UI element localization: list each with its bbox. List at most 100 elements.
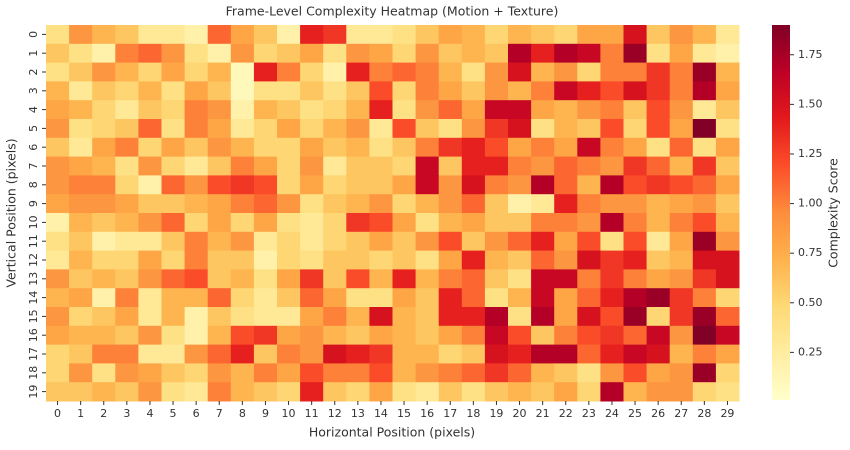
y-tick-label: 18 (27, 366, 40, 380)
heatmap-cell (207, 137, 232, 158)
heatmap-cell (438, 213, 463, 233)
y-tick-label: 4 (27, 106, 40, 113)
heatmap-cell (346, 307, 370, 327)
heatmap-cell (415, 25, 440, 45)
heatmap-cell (577, 250, 601, 270)
heatmap-cell (600, 269, 624, 289)
heatmap-cell (692, 156, 717, 176)
heatmap-cell (230, 344, 255, 364)
heatmap-cell (138, 382, 162, 402)
heatmap-cell (277, 363, 301, 383)
heatmap-cell (692, 269, 717, 289)
heatmap-cell (669, 43, 694, 64)
heatmap-cell (369, 382, 393, 402)
heatmap-cell (184, 100, 209, 120)
x-tick-label: 5 (170, 407, 177, 420)
x-tick-label: 22 (559, 407, 573, 420)
heatmap-cell (346, 288, 370, 308)
heatmap-cell (161, 307, 186, 327)
heatmap-cell (207, 25, 232, 45)
heatmap-cell (253, 119, 278, 139)
heatmap-cell (115, 269, 139, 289)
heatmap-cell (369, 81, 393, 101)
heatmap-cell (369, 156, 393, 176)
heatmap-cell (346, 156, 370, 176)
heatmap-cell (161, 231, 186, 252)
heatmap-cell (554, 269, 578, 289)
heatmap-cell (461, 213, 486, 233)
heatmap-cell (184, 119, 209, 139)
heatmap-cell (46, 43, 70, 64)
heatmap-cell (300, 194, 324, 214)
heatmap-cell (484, 382, 509, 402)
heatmap-cell (300, 100, 324, 120)
heatmap-cell (277, 25, 301, 45)
heatmap-cell (461, 43, 486, 64)
heatmap-cell (392, 175, 417, 195)
heatmap-cell (415, 213, 440, 233)
heatmap-cell (669, 213, 694, 233)
heatmap-cell (230, 213, 255, 233)
heatmap-cell (508, 250, 532, 270)
colorbar-tick-label: 1.75 (798, 48, 823, 61)
heatmap-cell (138, 137, 162, 158)
heatmap-cell (115, 288, 139, 308)
heatmap-cell (692, 363, 717, 383)
x-tick-label: 12 (328, 407, 342, 420)
heatmap-cell (115, 81, 139, 101)
x-tick-label: 1 (77, 407, 84, 420)
heatmap-cell (577, 175, 601, 195)
heatmap-cell (531, 307, 555, 327)
heatmap-cell (554, 288, 578, 308)
heatmap-cell (207, 288, 232, 308)
heatmap-cell (415, 307, 440, 327)
heatmap-cell (508, 175, 532, 195)
heatmap-cell (138, 231, 162, 252)
heatmap-cell (230, 43, 255, 64)
heatmap-cell (161, 288, 186, 308)
heatmap-cell (392, 325, 417, 346)
heatmap-cell (253, 269, 278, 289)
heatmap-cell (253, 137, 278, 158)
heatmap-cell (623, 325, 648, 346)
heatmap-cell (69, 382, 93, 402)
heatmap-cell (207, 250, 232, 270)
heatmap-cell (253, 250, 278, 270)
y-tick-label: 15 (27, 309, 40, 323)
heatmap-cell (715, 119, 740, 139)
heatmap-cell (531, 175, 555, 195)
heatmap-cell (669, 288, 694, 308)
heatmap-cell (623, 250, 648, 270)
heatmap-cell (669, 382, 694, 402)
heatmap-cell (207, 269, 232, 289)
heatmap-cell (230, 175, 255, 195)
heatmap-cell (161, 81, 186, 101)
heatmap-cell (669, 137, 694, 158)
heatmap-cell (184, 231, 209, 252)
heatmap-cell (300, 81, 324, 101)
heatmap-cell (715, 175, 740, 195)
heatmap-cell (438, 231, 463, 252)
heatmap-cell (277, 62, 301, 82)
heatmap-cell (554, 43, 578, 64)
heatmap-cell (300, 137, 324, 158)
heatmap-cell (531, 194, 555, 214)
heatmap-cell (253, 307, 278, 327)
heatmap-cell (346, 119, 370, 139)
heatmap-cell (392, 213, 417, 233)
heatmap-cell (277, 307, 301, 327)
heatmap-cell (184, 269, 209, 289)
heatmap-cell (300, 175, 324, 195)
heatmap-cell (69, 307, 93, 327)
heatmap-cell (646, 363, 671, 383)
heatmap-cell (461, 100, 486, 120)
heatmap-cell (484, 175, 509, 195)
y-tick-label: 16 (27, 328, 40, 342)
y-tick-label: 19 (27, 385, 40, 399)
heatmap-cell (531, 100, 555, 120)
heatmap-cell (277, 100, 301, 120)
heatmap-cell (715, 307, 740, 327)
heatmap-cell (346, 194, 370, 214)
heatmap-cell (577, 62, 601, 82)
heatmap-cell (554, 325, 578, 346)
